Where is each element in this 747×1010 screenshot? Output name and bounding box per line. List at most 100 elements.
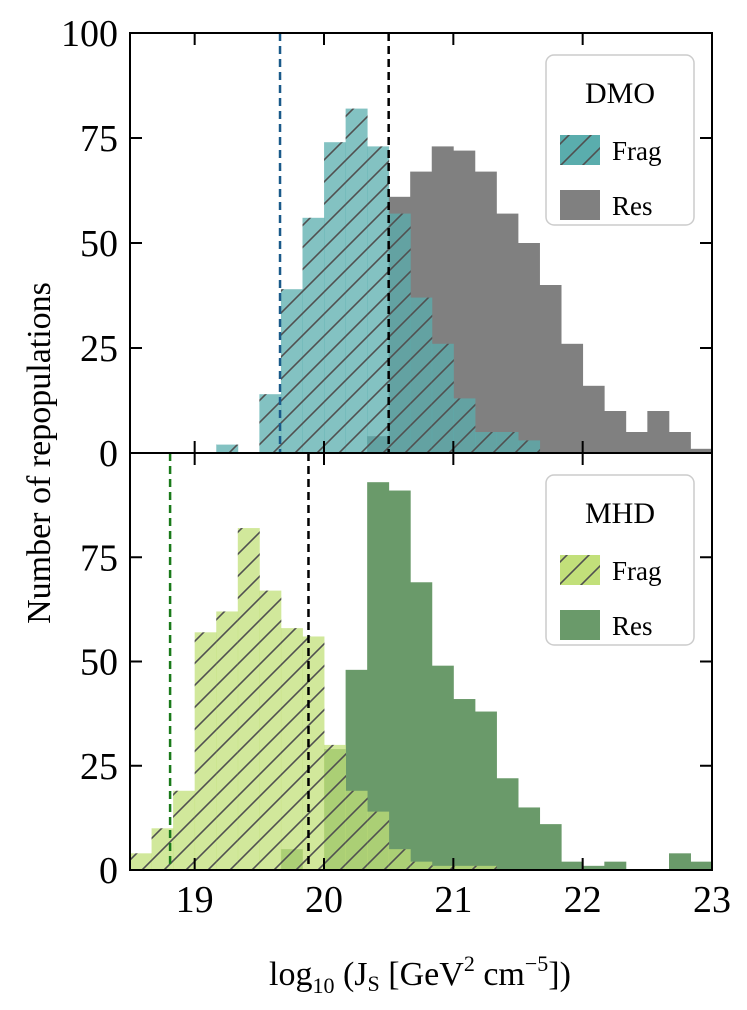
bar-hatch (474, 865, 497, 870)
y-tick-label: 0 (99, 433, 118, 475)
bar (431, 665, 454, 870)
y-tick-label: 50 (80, 223, 118, 265)
bar-hatch (410, 297, 433, 453)
y-axis-label: Number of repopulations (21, 282, 58, 624)
bar (388, 490, 411, 870)
bar-hatch (324, 142, 347, 453)
bar-hatch (302, 217, 325, 453)
x-label-sup2: 2 (464, 951, 475, 976)
bar (647, 411, 670, 453)
bar-hatch (194, 632, 217, 870)
legend: DMO Frag Res (545, 54, 695, 226)
dmo-panel (216, 33, 734, 453)
bar (582, 385, 605, 453)
x-label-units: [GeV (388, 956, 464, 993)
y-tick-label: 75 (80, 537, 118, 579)
mhd-panel (130, 453, 712, 870)
bar-hatch (216, 611, 239, 870)
bar-hatch (388, 213, 411, 453)
bar (712, 440, 734, 453)
bar-hatch (280, 289, 303, 453)
legend-title: MHD (585, 497, 655, 530)
legend-swatch (560, 610, 600, 640)
x-label-sub10: 10 (312, 973, 334, 998)
bar-hatch (345, 790, 368, 870)
bar (582, 865, 605, 870)
x-label-cm: cm (483, 956, 525, 993)
bar (539, 285, 562, 453)
bar (367, 482, 390, 870)
legend-label: Frag (612, 136, 662, 166)
bar (474, 711, 497, 870)
y-tick-label: 25 (80, 746, 118, 788)
bar-hatch (431, 865, 454, 870)
x-label-subS: S (368, 971, 380, 996)
bar (453, 699, 476, 870)
x-label-log: log (269, 956, 312, 993)
bar-hatch (280, 628, 303, 870)
bar (604, 411, 627, 453)
bar (410, 582, 433, 870)
bar-hatch (173, 790, 196, 870)
bar (474, 171, 497, 453)
bar-hatch (453, 398, 476, 453)
bar (561, 861, 584, 870)
legend-swatch-hatch (560, 135, 600, 165)
bar (625, 432, 648, 453)
axes-layer: 0 25 50 75 100 DMO Frag Res 0 25 50 75 MHD Frag Res 19 2… (61, 13, 731, 921)
bar (669, 853, 691, 870)
bar (690, 861, 712, 870)
plot-area (130, 453, 712, 870)
x-label-end: ]) (548, 956, 571, 993)
bar-hatch (474, 432, 497, 453)
bar-hatch (518, 440, 541, 453)
bar-hatch (237, 528, 260, 870)
x-tick-label: 21 (434, 879, 472, 921)
bar (496, 213, 519, 453)
y-tick-label: 100 (61, 13, 118, 55)
y-tick-label: 0 (99, 850, 118, 892)
legend-label: Res (612, 611, 653, 641)
bar-hatch (302, 636, 325, 870)
legend-swatch-hatch (560, 555, 600, 585)
dmo-frag-series (216, 108, 541, 453)
bar-hatch (453, 865, 476, 870)
bar-hatch (324, 744, 346, 870)
x-tick-label: 23 (693, 879, 731, 921)
bar (668, 432, 691, 453)
bar-hatch (410, 861, 433, 870)
bar (604, 861, 627, 870)
legend: MHD Frag Res (545, 474, 695, 646)
bar-hatch (259, 394, 282, 453)
bar-hatch (151, 828, 174, 870)
legend-box (545, 54, 695, 226)
bar-hatch (367, 146, 390, 453)
x-axis-label: log10 (JS [GeV2 cm−5]) (269, 951, 571, 998)
legend-label: Res (612, 191, 653, 221)
x-tick-label: 22 (564, 879, 602, 921)
legend-title: DMO (585, 77, 655, 110)
x-label-sup5: −5 (525, 951, 548, 976)
bar-hatch (259, 590, 282, 870)
legend-swatch (560, 190, 600, 220)
bar-hatch (345, 108, 368, 453)
legend-box (545, 474, 695, 646)
bar-hatch (130, 853, 152, 870)
y-tick-label: 25 (80, 328, 118, 370)
x-tick-label: 20 (305, 879, 343, 921)
bar (518, 807, 541, 870)
bar (517, 243, 540, 453)
x-tick-label: 19 (176, 879, 214, 921)
bar-hatch (431, 343, 454, 453)
bar (539, 824, 562, 870)
bar-hatch (388, 849, 411, 870)
bar-hatch (216, 444, 239, 453)
bar (496, 778, 519, 870)
bar (561, 343, 584, 453)
x-label-mid: (J (343, 956, 368, 993)
bar-hatch (496, 432, 519, 453)
y-tick-label: 75 (80, 118, 118, 160)
bar-hatch (367, 811, 390, 870)
plot-area (216, 33, 734, 453)
